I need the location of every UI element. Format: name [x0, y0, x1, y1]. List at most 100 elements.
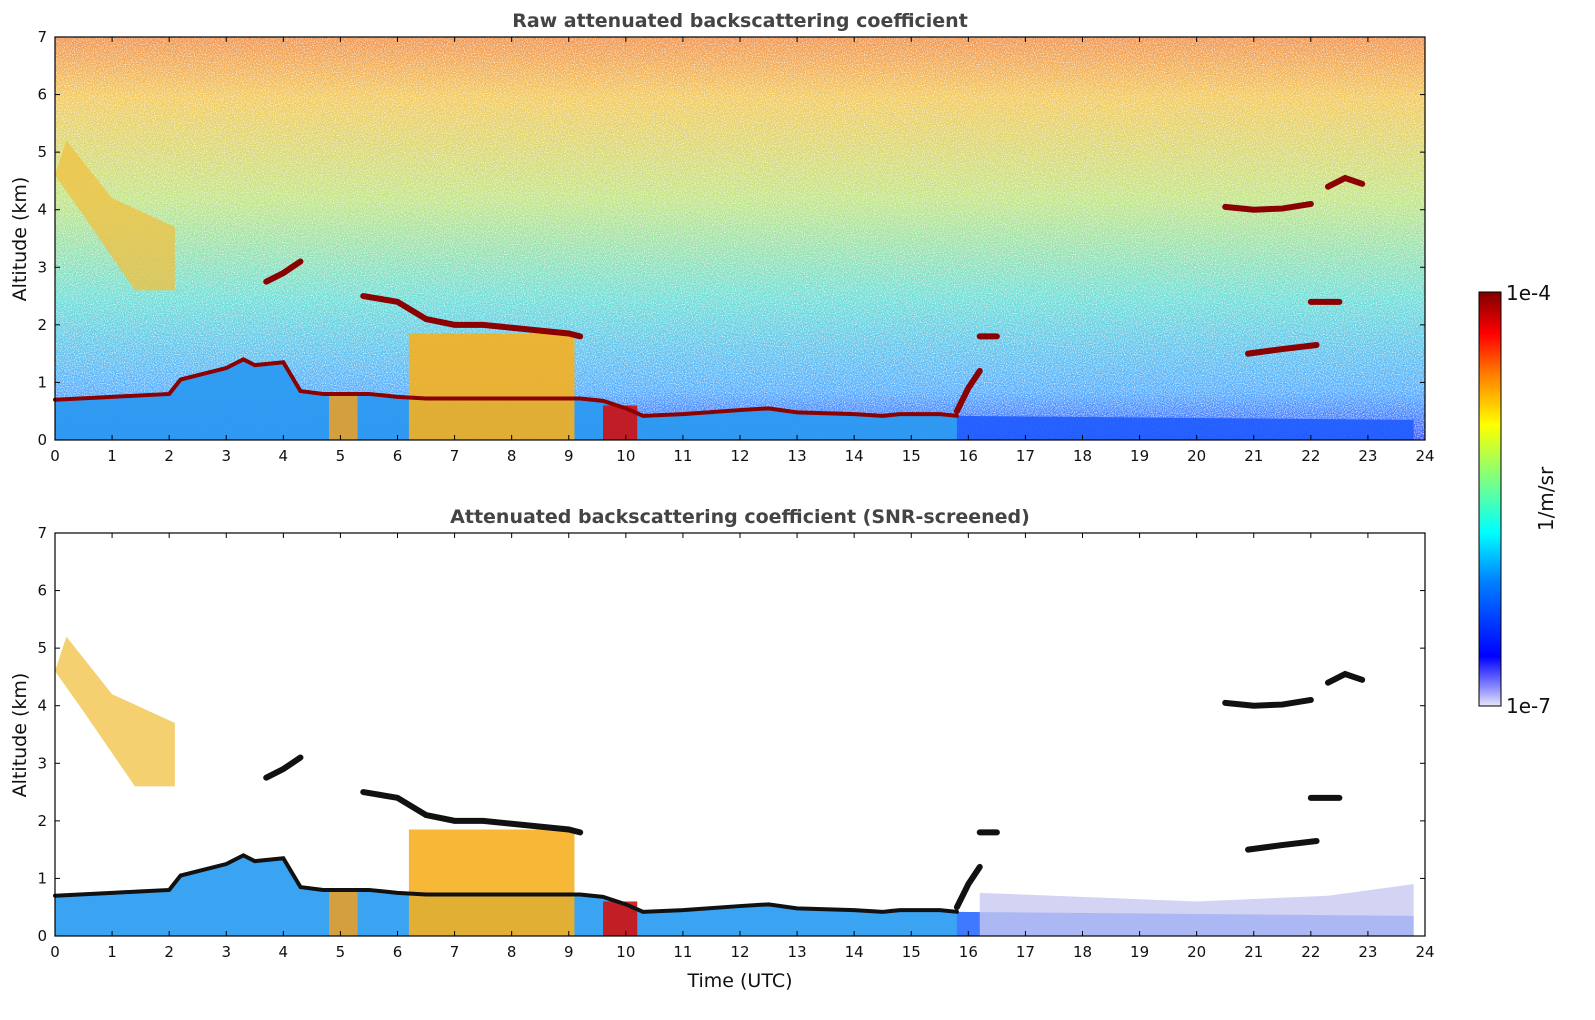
x-tick-label: 13	[788, 943, 807, 961]
x-tick-label: 9	[564, 943, 574, 961]
colorbar-min-label: 1e-7	[1506, 694, 1551, 718]
y-tick-label: 6	[37, 86, 47, 104]
x-tick-label: 9	[564, 447, 574, 465]
x-tick-label: 6	[393, 943, 403, 961]
x-tick-label: 18	[1073, 943, 1092, 961]
bottom-y-axis: 0 1 2 3 4 5 6 7	[37, 524, 1425, 945]
colorbar-gradient	[1478, 291, 1502, 707]
x-tick-label: 17	[1016, 943, 1035, 961]
x-tick-label: 1	[107, 447, 117, 465]
y-tick-label: 7	[37, 524, 47, 542]
x-tick-label: 1	[107, 943, 117, 961]
layer-line	[360, 293, 584, 340]
y-tick-label: 7	[37, 28, 47, 46]
y-tick-label: 5	[37, 143, 47, 161]
x-tick-label: 11	[673, 943, 692, 961]
y-tick-label: 1	[37, 373, 47, 391]
cloud-column-region	[408, 829, 575, 936]
x-tick-label: 7	[450, 943, 460, 961]
x-tick-label: 2	[164, 943, 174, 961]
layer-line	[53, 853, 959, 914]
y-tick-label: 2	[37, 316, 47, 334]
x-tick-label: 23	[1358, 447, 1377, 465]
x-tick-label: 5	[336, 447, 346, 465]
x-tick-label: 4	[279, 943, 289, 961]
x-tick-label: 4	[279, 447, 289, 465]
x-tick-label: 22	[1301, 447, 1320, 465]
x-tick-label: 13	[788, 447, 807, 465]
x-tick-label: 12	[730, 943, 749, 961]
top-panel-title: Raw attenuated backscattering coefficien…	[512, 10, 968, 32]
layer-line	[953, 863, 983, 911]
x-tick-label: 17	[1016, 447, 1035, 465]
bottom-panel: Attenuated backscattering coefficient (S…	[9, 506, 1435, 992]
x-tick-label: 14	[845, 943, 864, 961]
x-tick-label: 12	[730, 447, 749, 465]
layer-line	[953, 367, 983, 415]
x-tick-label: 21	[1244, 943, 1263, 961]
x-tick-label: 16	[959, 943, 978, 961]
x-tick-label: 5	[336, 943, 346, 961]
x-tick-label: 3	[221, 447, 231, 465]
x-tick-label: 22	[1301, 943, 1320, 961]
cloud-column-region	[408, 333, 575, 440]
y-tick-label: 0	[37, 927, 47, 945]
x-tick-label: 20	[1187, 447, 1206, 465]
x-tick-label: 0	[50, 943, 60, 961]
x-tick-label: 24	[1415, 943, 1434, 961]
aerosol-plume	[55, 140, 175, 291]
x-tick-label: 19	[1130, 447, 1149, 465]
x-tick-label: 14	[845, 447, 864, 465]
top-data-layers	[53, 140, 1414, 440]
x-tick-label: 23	[1358, 943, 1377, 961]
top-plot-area	[53, 36, 1426, 441]
x-tick-label: 7	[450, 447, 460, 465]
x-tick-label: 10	[616, 447, 635, 465]
bottom-x-axis-label: Time (UTC)	[686, 970, 792, 992]
y-tick-label: 6	[37, 582, 47, 600]
cloud-column-region	[329, 393, 358, 440]
x-tick-label: 11	[673, 447, 692, 465]
x-tick-label: 0	[50, 447, 60, 465]
x-tick-label: 20	[1187, 943, 1206, 961]
colorbar-unit-label: 1/m/sr	[1534, 466, 1558, 531]
colorbar-max-label: 1e-4	[1506, 281, 1551, 305]
layer-line	[263, 258, 304, 285]
x-tick-label: 21	[1244, 447, 1263, 465]
top-y-axis-label: Altitude (km)	[9, 177, 31, 302]
top-panel: Raw attenuated backscattering coefficien…	[9, 10, 1435, 465]
y-tick-label: 1	[37, 869, 47, 887]
y-tick-label: 5	[37, 639, 47, 657]
y-tick-label: 2	[37, 812, 47, 830]
x-tick-label: 18	[1073, 447, 1092, 465]
layer-line	[1245, 838, 1320, 853]
x-tick-label: 16	[959, 447, 978, 465]
layer-line	[1324, 670, 1366, 686]
layer-line	[360, 789, 584, 836]
aerosol-plume	[55, 636, 175, 787]
x-tick-label: 8	[507, 943, 517, 961]
top-y-axis: 0 1 2 3 4 5 6 7	[37, 28, 1425, 449]
x-tick-label: 8	[507, 447, 517, 465]
colorbar: 1e-4 1e-7 1/m/sr	[1478, 281, 1558, 718]
x-tick-label: 15	[902, 943, 921, 961]
layer-line	[53, 357, 959, 418]
y-tick-label: 4	[37, 697, 47, 715]
x-tick-label: 24	[1415, 447, 1434, 465]
y-tick-label: 3	[37, 754, 47, 772]
x-tick-label: 19	[1130, 943, 1149, 961]
x-tick-label: 10	[616, 943, 635, 961]
screened-low-signal-region	[979, 884, 1414, 936]
x-tick-label: 6	[393, 447, 403, 465]
y-tick-label: 4	[37, 201, 47, 219]
x-tick-label: 2	[164, 447, 174, 465]
y-tick-label: 0	[37, 431, 47, 449]
layer-line	[1245, 342, 1320, 357]
cloud-column-region	[329, 889, 358, 936]
y-tick-label: 3	[37, 258, 47, 276]
layer-line	[263, 754, 304, 781]
bottom-plot-area	[53, 532, 1426, 937]
bottom-y-axis-label: Altitude (km)	[9, 673, 31, 798]
bottom-x-axis: 0 1 2 3 4 5 6 7 8 9 10 11 12 13 14 15 16 17 18 19 20 21 22 23 24	[50, 533, 1435, 961]
